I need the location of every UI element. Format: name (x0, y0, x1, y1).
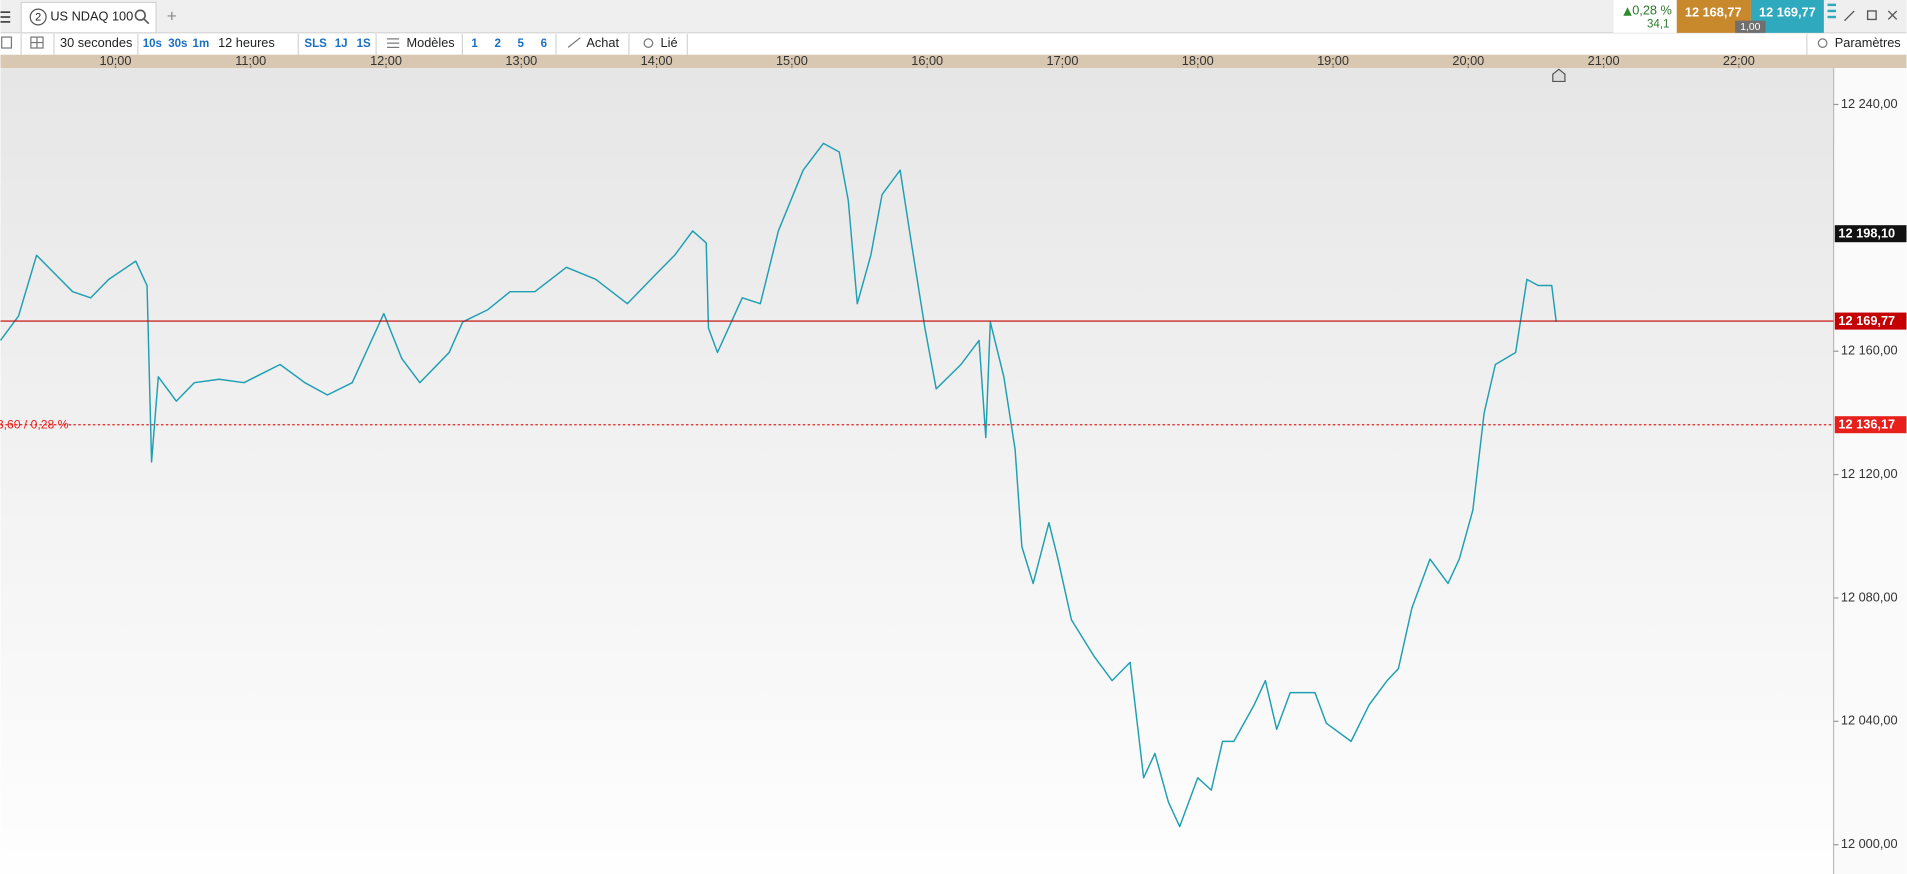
up-arrow (1623, 7, 1632, 16)
spread-box (1735, 20, 1766, 33)
x-tick-label: 22:00 (1723, 53, 1755, 68)
interval-button[interactable]: 30s (168, 38, 187, 50)
layout-button[interactable]: 2 (494, 38, 500, 50)
y-tick-label: 12 240,00 (1841, 96, 1898, 111)
y-tick-label: 12 040,00 (1841, 713, 1898, 728)
tab-number: 2 (35, 12, 41, 24)
change-points: 34,1 (1647, 18, 1669, 30)
toolbar-icons (1, 36, 1828, 49)
y-tick-label: 12 000,00 (1841, 836, 1898, 851)
layout-button[interactable]: 5 (518, 38, 525, 50)
period-button[interactable]: 1S (357, 38, 371, 50)
x-tick-label: 11:00 (235, 53, 266, 68)
search-icon[interactable] (134, 9, 150, 25)
x-tick-label: 19:00 (1317, 53, 1349, 68)
x-tick-label: 17:00 (1047, 53, 1079, 68)
period-select[interactable]: 12 heures (218, 35, 275, 50)
interval-select[interactable]: 30 secondes (60, 35, 132, 50)
price-label: 12 169,77 (1838, 313, 1895, 328)
x-tick-label: 15:00 (776, 53, 808, 68)
x-tick-label: 20:00 (1452, 53, 1484, 68)
x-tick-label: 14:00 (641, 53, 673, 68)
y-tick-label: 12 120,00 (1841, 466, 1898, 481)
reference-change-label: 3,60 / 0,28 % (0, 418, 69, 432)
change-percent: 0,28 % (1632, 2, 1672, 17)
window-controls[interactable] (1827, 3, 1898, 22)
price-label-box (1834, 312, 1907, 330)
time-axis (0, 54, 1907, 69)
add-tab[interactable]: + (167, 7, 177, 26)
plot-area (0, 68, 1834, 874)
ask-price: 12 169,77 (1759, 5, 1816, 20)
x-tick-label: 18:00 (1182, 53, 1214, 68)
spread: 1,00 (1740, 22, 1760, 33)
trade-button[interactable]: Achat (586, 35, 619, 50)
templates-button[interactable]: Modèles (406, 35, 454, 50)
chart: 10:00 11:00 12:00 13:00 14:00 15:00 16:00 17:00… (0, 53, 1907, 851)
x-tick-label: 21:00 (1588, 53, 1620, 68)
toolbar-separators (20, 34, 1808, 55)
y-tick-label: 12 160,00 (1841, 343, 1898, 358)
instrument-tab[interactable] (20, 1, 157, 34)
high-marker-box (1834, 225, 1907, 243)
toolbar (0, 34, 1907, 55)
instrument-name: US NDAQ 100 (50, 8, 133, 23)
tab-number-circle (29, 8, 47, 26)
change-box (1613, 0, 1677, 33)
top-bar (0, 0, 1907, 33)
settings-button[interactable]: Paramètres (1835, 35, 1901, 50)
y-tick-label: 12 080,00 (1841, 589, 1898, 604)
price-line (0, 142, 1557, 828)
interval-button[interactable]: 1m (193, 38, 210, 50)
x-tick-label: 13:00 (505, 53, 537, 68)
layout-button[interactable]: 1 (471, 38, 478, 50)
x-tick-label: 10:00 (100, 53, 132, 68)
price-label-box (1834, 416, 1907, 434)
period-button[interactable]: 1J (335, 38, 348, 50)
x-tick-label: 12:00 (370, 53, 402, 68)
bid-price: 12 168,77 (1685, 5, 1742, 20)
menu-icon[interactable] (0, 11, 11, 23)
layout-button[interactable]: 6 (541, 38, 547, 50)
linked-button[interactable]: Lié (661, 35, 678, 50)
high-marker-label: 12 198,10 (1838, 226, 1895, 241)
price-axis (1833, 68, 1907, 874)
interval-button[interactable]: 10s (143, 38, 162, 50)
x-tick-label: 16:00 (911, 53, 943, 68)
period-button[interactable]: SLS (304, 38, 327, 50)
price-label: 12 136,17 (1838, 417, 1895, 432)
home-marker[interactable] (1552, 68, 1566, 83)
